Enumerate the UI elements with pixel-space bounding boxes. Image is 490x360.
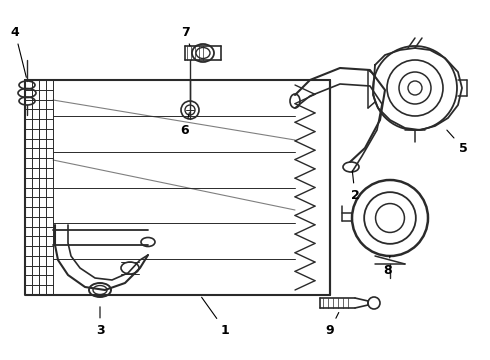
Text: 3: 3 bbox=[96, 307, 104, 337]
Text: 1: 1 bbox=[201, 297, 229, 337]
Text: 5: 5 bbox=[447, 130, 467, 154]
Text: 7: 7 bbox=[181, 26, 190, 46]
Text: 4: 4 bbox=[11, 26, 26, 77]
Text: 9: 9 bbox=[326, 312, 339, 337]
Text: 8: 8 bbox=[384, 256, 392, 276]
Text: 2: 2 bbox=[351, 171, 359, 202]
Text: 6: 6 bbox=[181, 113, 189, 136]
